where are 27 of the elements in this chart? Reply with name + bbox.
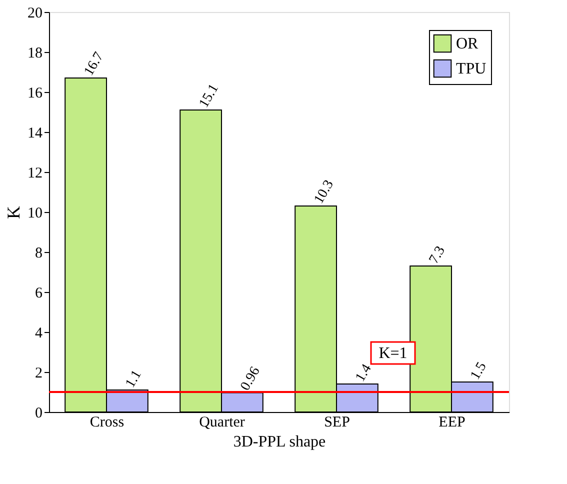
- y-tick-label: 6: [35, 286, 43, 302]
- data-label: 0.96: [238, 364, 264, 394]
- x-tick-label: Cross: [90, 414, 124, 430]
- legend-label: TPU: [456, 60, 487, 78]
- y-tick-label: 2: [35, 366, 42, 382]
- x-tick-label: Quarter: [199, 414, 245, 430]
- y-tick-label: 12: [28, 166, 42, 182]
- data-label: 1.1: [123, 368, 145, 391]
- y-tick-label: 18: [28, 46, 42, 62]
- data-label: 1.5: [468, 360, 490, 383]
- y-tick-label: 10: [28, 206, 42, 222]
- x-axis-title: 3D-PPL shape: [233, 434, 326, 450]
- y-tick-label: 16: [28, 86, 43, 102]
- legend-label: OR: [456, 36, 479, 52]
- data-label: 15.1: [196, 82, 222, 111]
- y-tick-label: 20: [28, 6, 42, 22]
- y-tick-label: 4: [35, 326, 43, 342]
- ref-line-label: K=1: [378, 345, 408, 362]
- data-label: 10.3: [312, 178, 337, 207]
- x-tick-label: SEP: [324, 414, 350, 430]
- data-label: 7.3: [426, 244, 448, 267]
- y-tick-label: 0: [35, 406, 42, 422]
- x-tick-label: EEP: [438, 414, 466, 430]
- y-tick-label: 8: [35, 246, 42, 262]
- data-label: 1.4: [353, 362, 375, 385]
- y-tick-label: 14: [28, 126, 43, 142]
- y-axis-title: K: [4, 206, 24, 219]
